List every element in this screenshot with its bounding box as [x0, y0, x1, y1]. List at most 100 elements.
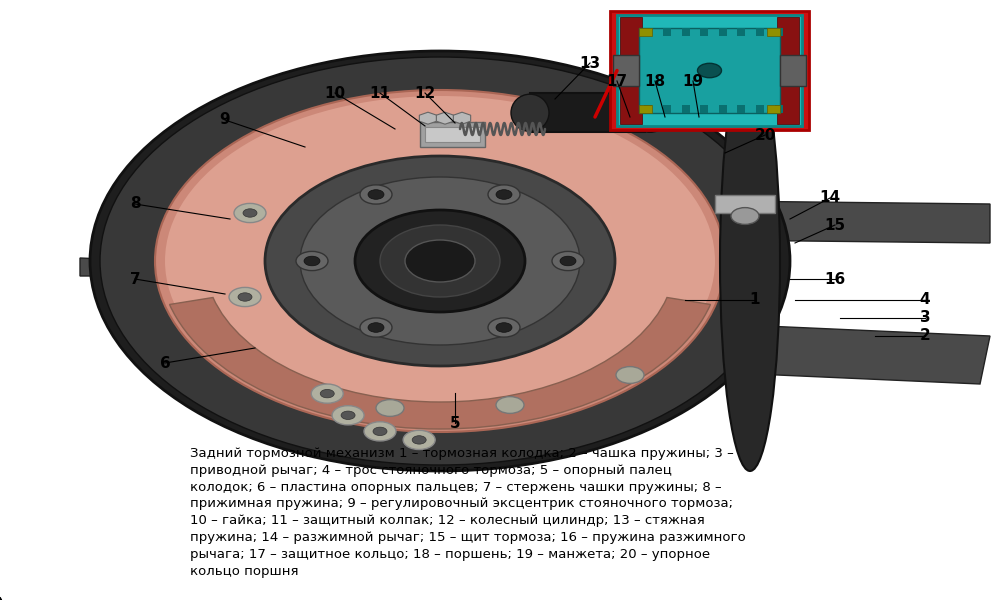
- Text: 1: 1: [750, 292, 760, 307]
- Circle shape: [229, 287, 261, 307]
- Polygon shape: [436, 112, 454, 124]
- Bar: [663, 106, 671, 113]
- Bar: [737, 28, 745, 35]
- Text: 4: 4: [920, 292, 930, 307]
- Bar: [775, 28, 783, 35]
- Circle shape: [552, 251, 584, 271]
- Text: 19: 19: [682, 73, 704, 88]
- Circle shape: [296, 251, 328, 271]
- Bar: [737, 106, 745, 113]
- Circle shape: [90, 51, 790, 471]
- Text: 12: 12: [414, 85, 436, 100]
- Circle shape: [234, 203, 266, 223]
- Text: 6: 6: [160, 355, 170, 370]
- Circle shape: [403, 430, 435, 449]
- Bar: [639, 105, 652, 113]
- Circle shape: [368, 190, 384, 199]
- Bar: [610, 11, 809, 130]
- FancyArrow shape: [0, 598, 2, 600]
- Circle shape: [496, 397, 524, 413]
- Bar: [700, 28, 708, 35]
- Text: 20: 20: [754, 127, 776, 142]
- Circle shape: [412, 436, 426, 444]
- Circle shape: [311, 384, 343, 403]
- Bar: [663, 28, 671, 35]
- Circle shape: [368, 323, 384, 332]
- Text: колодок; 6 – пластина опорных пальцев; 7 – стержень чашки пружины; 8 –: колодок; 6 – пластина опорных пальцев; 7…: [190, 481, 722, 494]
- Circle shape: [341, 411, 355, 419]
- Circle shape: [238, 293, 252, 301]
- Text: Задний тормозной механизм 1 – тормозная колодка; 2 – чашка пружины; 3 –: Задний тормозной механизм 1 – тормозная …: [190, 447, 734, 460]
- Circle shape: [265, 156, 615, 366]
- Circle shape: [496, 190, 512, 199]
- Circle shape: [304, 256, 320, 266]
- Bar: [639, 28, 780, 113]
- Text: кольцо поршня: кольцо поршня: [190, 565, 298, 578]
- Bar: [767, 105, 780, 113]
- Text: 2: 2: [920, 329, 930, 343]
- Text: 5: 5: [450, 415, 460, 431]
- Bar: [719, 28, 727, 35]
- Ellipse shape: [511, 94, 549, 131]
- Bar: [682, 106, 690, 113]
- Text: 10 – гайка; 11 – защитный колпак; 12 – колесный цилиндр; 13 – стяжная: 10 – гайка; 11 – защитный колпак; 12 – к…: [190, 514, 705, 527]
- Circle shape: [373, 427, 387, 436]
- Circle shape: [560, 256, 576, 266]
- Text: приводной рычаг; 4 – трос стояночного тормоза; 5 – опорный палец: приводной рычаг; 4 – трос стояночного то…: [190, 464, 672, 477]
- Circle shape: [243, 209, 257, 217]
- Bar: [617, 15, 802, 126]
- Bar: [715, 195, 775, 213]
- Bar: [425, 127, 480, 142]
- Text: прижимная пружина; 9 – регулировочный эксцентрик стояночного тормоза;: прижимная пружина; 9 – регулировочный эк…: [190, 497, 733, 511]
- Bar: [644, 28, 652, 35]
- Polygon shape: [710, 324, 990, 384]
- Bar: [0, 0, 1000, 438]
- Circle shape: [731, 208, 759, 224]
- Circle shape: [488, 185, 520, 204]
- Ellipse shape: [630, 94, 670, 133]
- Circle shape: [364, 422, 396, 441]
- Polygon shape: [710, 201, 990, 243]
- Bar: [775, 106, 783, 113]
- Bar: [420, 122, 485, 147]
- Polygon shape: [80, 258, 220, 276]
- Text: 13: 13: [579, 55, 601, 70]
- Circle shape: [380, 225, 500, 297]
- Circle shape: [376, 400, 404, 416]
- Circle shape: [360, 185, 392, 204]
- Circle shape: [355, 210, 525, 312]
- Bar: [780, 55, 806, 86]
- Circle shape: [488, 318, 520, 337]
- Bar: [682, 28, 690, 35]
- Text: 3: 3: [920, 311, 930, 325]
- Circle shape: [698, 63, 722, 78]
- Bar: [756, 28, 764, 35]
- Text: 18: 18: [644, 73, 666, 88]
- Circle shape: [100, 57, 780, 465]
- Text: 8: 8: [130, 196, 140, 211]
- Circle shape: [300, 177, 580, 345]
- Bar: [777, 17, 799, 124]
- Bar: [767, 28, 780, 36]
- Text: 10: 10: [324, 85, 346, 100]
- Circle shape: [155, 90, 725, 432]
- Text: 16: 16: [824, 271, 846, 286]
- Bar: [639, 28, 652, 36]
- Bar: [756, 106, 764, 113]
- Circle shape: [332, 406, 364, 425]
- Text: рычага; 17 – защитное кольцо; 18 – поршень; 19 – манжета; 20 – упорное: рычага; 17 – защитное кольцо; 18 – порше…: [190, 548, 710, 561]
- Circle shape: [360, 318, 392, 337]
- Bar: [530, 93, 645, 132]
- Bar: [613, 55, 639, 86]
- Circle shape: [496, 323, 512, 332]
- Bar: [644, 106, 652, 113]
- Circle shape: [165, 96, 715, 426]
- Ellipse shape: [720, 51, 780, 471]
- Text: 11: 11: [370, 85, 390, 100]
- Circle shape: [320, 389, 334, 398]
- Circle shape: [405, 240, 475, 282]
- Text: 14: 14: [819, 191, 841, 205]
- Polygon shape: [419, 112, 437, 124]
- Bar: [620, 17, 642, 124]
- Text: 9: 9: [220, 113, 230, 127]
